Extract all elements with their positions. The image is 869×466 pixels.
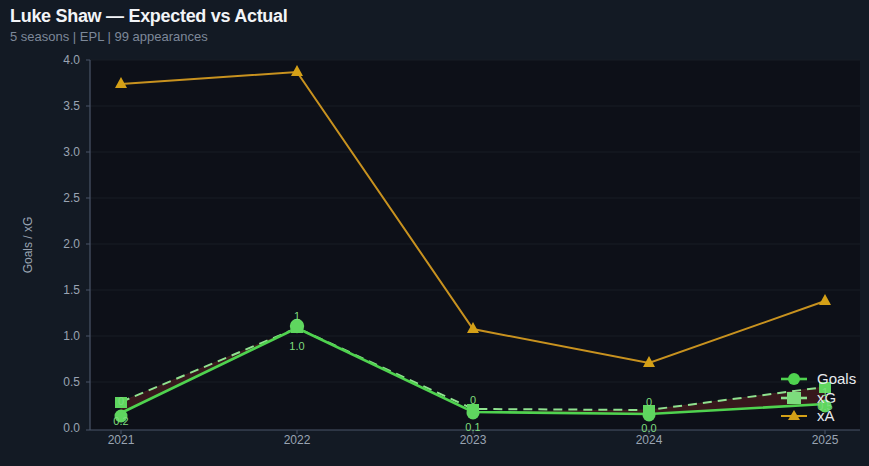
- svg-text:Goals: Goals: [817, 370, 856, 387]
